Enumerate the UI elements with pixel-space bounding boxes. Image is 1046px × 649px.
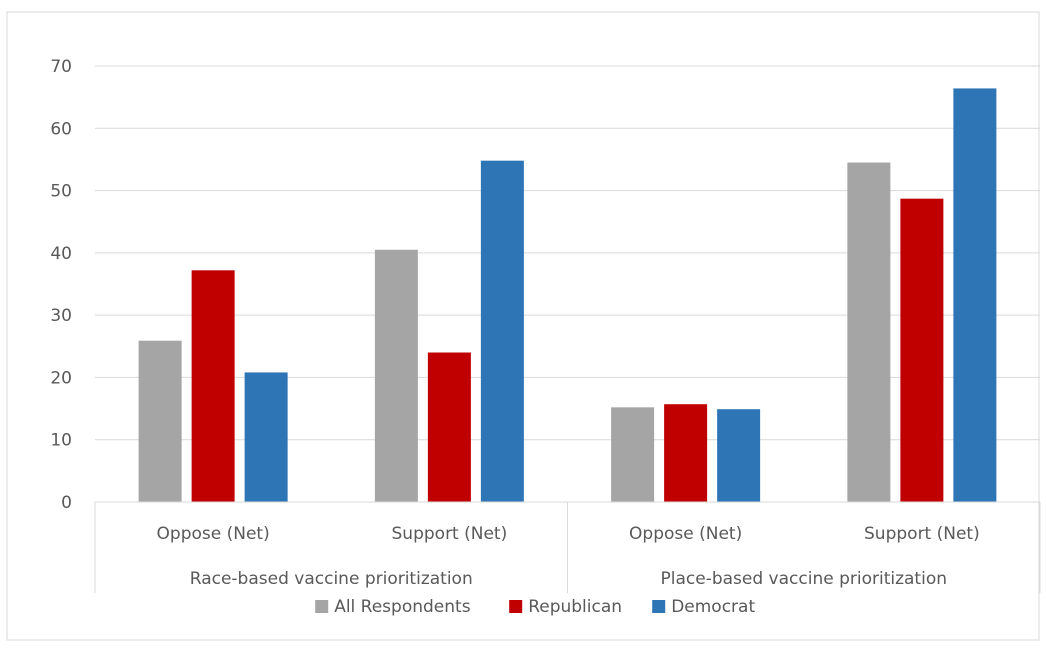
legend-label: All Respondents bbox=[334, 597, 471, 617]
bar-democrat-0 bbox=[244, 372, 288, 502]
x-category-label: Oppose (Net) bbox=[157, 524, 270, 544]
axes: 0 10 20 30 40 50 60 70 Oppose (Net) Support (Net)… bbox=[50, 57, 1041, 593]
bar-all-respondents-1 bbox=[374, 249, 418, 502]
bar-republican-1 bbox=[427, 352, 471, 502]
y-tick-label: 20 bbox=[50, 368, 72, 388]
x-category-label: Support (Net) bbox=[392, 524, 508, 544]
legend-label: Democrat bbox=[671, 597, 755, 617]
x-group-label: Race-based vaccine prioritization bbox=[190, 569, 473, 589]
y-tick-label: 70 bbox=[50, 57, 72, 77]
x-group-label: Place-based vaccine prioritization bbox=[661, 569, 948, 589]
legend-label: Republican bbox=[528, 597, 622, 617]
y-tick-label: 0 bbox=[61, 493, 72, 513]
legend: All Respondents Republican Democrat bbox=[315, 597, 755, 617]
bar-republican-3 bbox=[900, 198, 944, 502]
y-tick-label: 50 bbox=[50, 182, 72, 202]
legend-swatch bbox=[509, 600, 523, 613]
y-tick-label: 60 bbox=[50, 119, 72, 139]
bar-democrat-2 bbox=[717, 409, 761, 502]
legend-swatch bbox=[652, 600, 666, 613]
bar-republican-0 bbox=[191, 270, 235, 502]
legend-swatch bbox=[315, 600, 329, 613]
bar-all-respondents-0 bbox=[138, 340, 182, 502]
bar-democrat-3 bbox=[953, 88, 997, 503]
x-category-label: Support (Net) bbox=[864, 524, 980, 544]
y-tick-label: 30 bbox=[50, 306, 72, 326]
y-tick-label: 10 bbox=[50, 431, 72, 451]
bar-democrat-1 bbox=[480, 160, 524, 502]
bar-all-respondents-2 bbox=[611, 407, 655, 502]
bar-republican-2 bbox=[664, 404, 708, 502]
y-tick-label: 40 bbox=[50, 244, 72, 264]
bars bbox=[138, 88, 997, 503]
bar-all-respondents-3 bbox=[847, 162, 891, 503]
x-category-label: Oppose (Net) bbox=[629, 524, 742, 544]
